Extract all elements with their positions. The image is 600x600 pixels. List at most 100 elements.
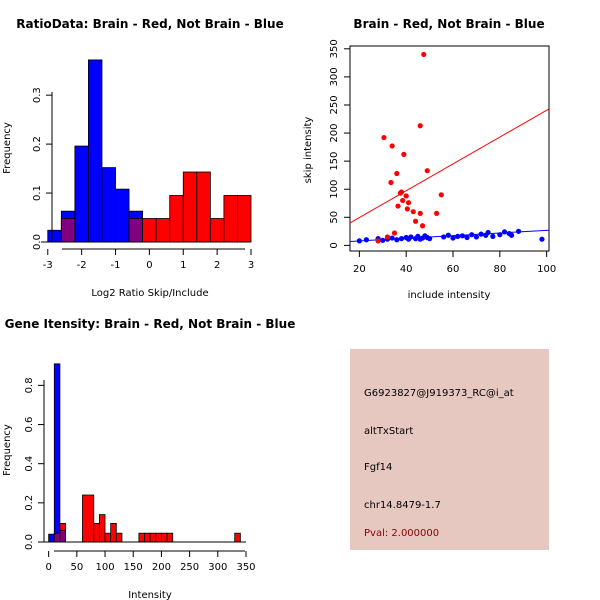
x-tick-label: -2 bbox=[77, 260, 87, 271]
gene-intensity-histogram: Gene Itensity: Brain - Red, Not Brain - … bbox=[2, 317, 295, 600]
intensity-scatter-x-label: include intensity bbox=[408, 290, 491, 301]
y-tick-label: 0.0 bbox=[32, 234, 43, 250]
x-tick-label: 80 bbox=[493, 264, 506, 275]
brain-point bbox=[375, 238, 381, 244]
brain-bar bbox=[166, 532, 174, 543]
intensity-scatter-title: Brain - Red, Not Brain - Blue bbox=[353, 17, 544, 31]
brain-point bbox=[394, 170, 400, 177]
y-tick-label: 0.4 bbox=[24, 456, 35, 472]
y-tick-label: 0.3 bbox=[32, 87, 43, 103]
not-brain-point bbox=[497, 232, 503, 238]
not-brain-point bbox=[464, 234, 470, 241]
not-brain-bar bbox=[88, 59, 103, 243]
not-brain-point bbox=[478, 231, 484, 237]
intensity-scatter-ticks: 20 40 60 80 100 0 50 100 150 200 250 300 350 bbox=[329, 39, 556, 275]
not-brain-point bbox=[427, 236, 433, 242]
y-tick-label: 200 bbox=[329, 124, 340, 143]
not-brain-point bbox=[356, 238, 362, 244]
brain-bar bbox=[196, 171, 211, 243]
probe-id: G6923827@J919373_RC@i_at bbox=[364, 388, 514, 399]
not-brain-point bbox=[389, 235, 395, 241]
event-type: altTxStart bbox=[364, 426, 413, 437]
brain-bar bbox=[93, 523, 100, 543]
brain-bar bbox=[155, 218, 171, 243]
intensity-scatter-y-label: skip intensity bbox=[303, 117, 314, 184]
y-tick-label: 100 bbox=[329, 180, 340, 199]
brain-bar bbox=[144, 532, 151, 543]
brain-point bbox=[410, 209, 416, 215]
brain-point bbox=[395, 203, 401, 209]
x-tick-label: 300 bbox=[208, 562, 227, 573]
not-brain-bar bbox=[101, 167, 116, 243]
y-tick-label: 0.0 bbox=[24, 534, 35, 550]
y-tick-label: 0.6 bbox=[24, 417, 35, 433]
overlap-bar bbox=[59, 529, 66, 543]
brain-point bbox=[417, 210, 423, 216]
intensity-scatter-marks bbox=[349, 51, 550, 244]
not-brain-point bbox=[490, 233, 496, 239]
gene-intensity-title: Gene Itensity: Brain - Red, Not Brain - … bbox=[5, 317, 296, 331]
x-tick-label: 20 bbox=[353, 264, 366, 275]
not-brain-bar bbox=[115, 188, 130, 243]
brain-point bbox=[388, 179, 394, 186]
not-brain-point bbox=[539, 236, 545, 242]
gene-intensity-x-label: Intensity bbox=[128, 590, 172, 600]
x-tick-label: 3 bbox=[248, 260, 254, 271]
not-brain-point bbox=[515, 228, 522, 234]
y-tick-label: 250 bbox=[329, 95, 340, 114]
y-tick-label: 50 bbox=[329, 211, 340, 224]
x-tick-label: 100 bbox=[95, 562, 114, 573]
brain-point bbox=[421, 51, 427, 58]
y-tick-label: 0.2 bbox=[24, 495, 35, 511]
ratio-histogram-y-label: Frequency bbox=[2, 122, 13, 174]
brain-point bbox=[389, 143, 395, 149]
brain-bar bbox=[234, 532, 241, 543]
brain-point bbox=[391, 230, 398, 236]
brain-bar bbox=[169, 195, 184, 243]
y-tick-label: 150 bbox=[329, 152, 340, 171]
brain-point bbox=[438, 192, 444, 198]
intensity-scatter: Brain - Red, Not Brain - Blue 20 40 60 80 10… bbox=[303, 17, 556, 301]
ratio-histogram-ticks: -3 -2 -1 0 1 2 3 0.0 0.1 0.2 0.3 bbox=[32, 87, 254, 271]
x-tick-label: 50 bbox=[70, 562, 83, 573]
not-brain-bar bbox=[47, 229, 62, 243]
brain-point bbox=[401, 151, 407, 157]
ratio-histogram: RatioData: Brain - Red, Not Brain - Blue… bbox=[2, 17, 284, 299]
brain-point bbox=[417, 123, 423, 129]
not-brain-bar bbox=[48, 533, 55, 543]
brain-point bbox=[434, 210, 440, 216]
x-tick-label: 1 bbox=[180, 260, 186, 271]
overlap-bar bbox=[53, 532, 61, 543]
overlap-bar bbox=[60, 218, 76, 243]
not-brain-point bbox=[394, 237, 400, 243]
brain-point bbox=[405, 200, 412, 206]
brain-bar bbox=[182, 171, 198, 243]
x-tick-label: 350 bbox=[236, 562, 255, 573]
y-tick-label: 350 bbox=[329, 39, 340, 58]
genomic-location: chr14.8479-1.7 bbox=[364, 500, 441, 511]
x-tick-label: 2 bbox=[214, 260, 220, 271]
not-brain-point bbox=[445, 232, 451, 238]
not-brain-point bbox=[398, 236, 405, 242]
brain-bar bbox=[115, 532, 123, 543]
not-brain-point bbox=[459, 233, 465, 239]
not-brain-point bbox=[380, 237, 386, 243]
not-brain-point bbox=[473, 234, 480, 240]
brain-bar bbox=[161, 532, 168, 543]
intensity-scatter-frame bbox=[349, 45, 550, 252]
not-brain-point bbox=[508, 232, 515, 238]
brain-bar bbox=[223, 195, 238, 243]
brain-bar bbox=[110, 523, 117, 543]
brain-point bbox=[400, 197, 406, 204]
brain-bar bbox=[209, 218, 225, 243]
not-brain-point bbox=[363, 237, 369, 243]
y-tick-label: 0 bbox=[329, 242, 340, 248]
y-tick-label: 0.2 bbox=[32, 136, 43, 152]
x-tick-label: 150 bbox=[124, 562, 143, 573]
not-brain-point bbox=[450, 235, 456, 241]
probe-info-panel: G6923827@J919373_RC@i_at altTxStart Fgf1… bbox=[350, 349, 549, 550]
not-brain-bar bbox=[53, 363, 61, 543]
not-brain-point bbox=[441, 234, 447, 240]
x-tick-label: 100 bbox=[537, 264, 556, 275]
